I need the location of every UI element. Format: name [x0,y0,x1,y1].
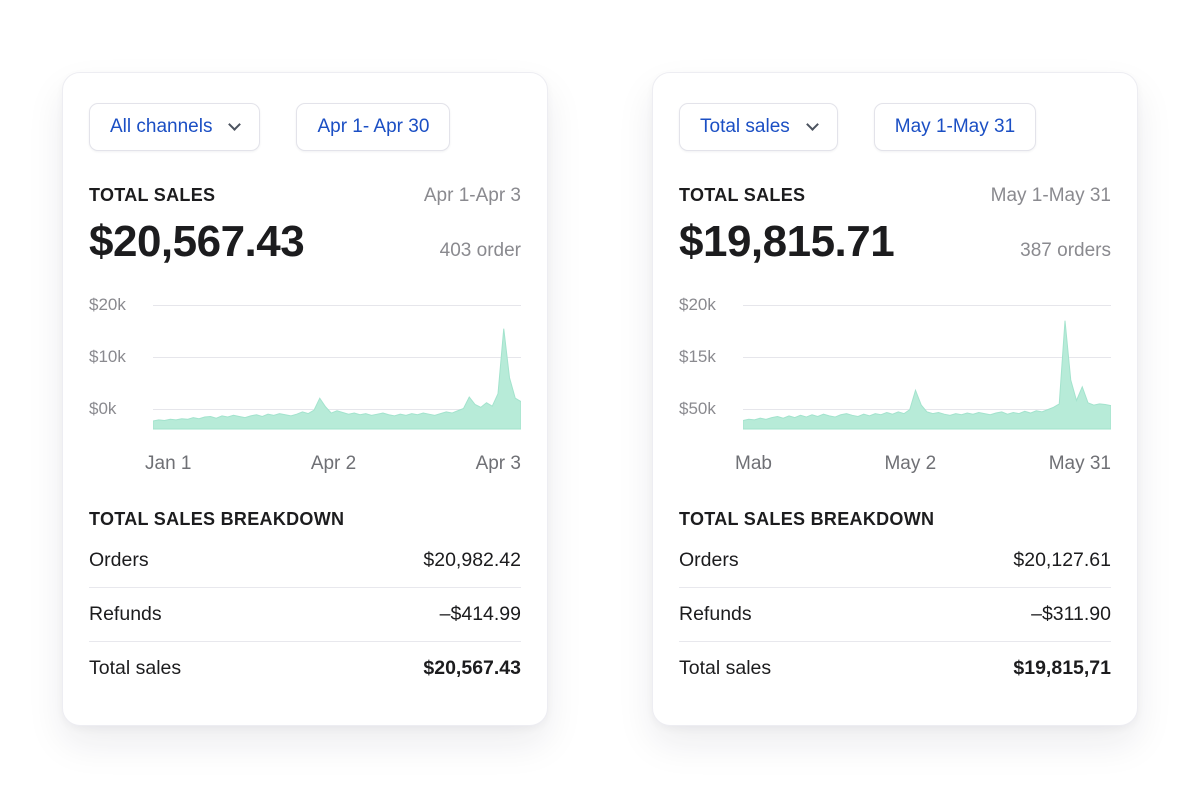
y-axis-tick: $50k [679,399,716,418]
y-axis-tick: $0k [89,399,117,418]
summary-header-row: TOTAL SALES Apr 1-Apr 3 [89,185,521,207]
total-sales-amount: $19,815.71 [679,217,895,266]
gridline-row: $15k [679,347,1111,367]
row-label: Orders [679,549,739,571]
gridline-row: $20k [89,295,521,315]
chevron-down-icon [805,117,819,131]
y-axis-tick: $20k [89,295,126,314]
date-range-label: Apr 1- Apr 30 [317,116,430,137]
row-label: Total sales [89,657,182,679]
gridline [153,304,521,306]
gridline-row: $10k [89,347,521,367]
breakdown-row-orders: Orders $20,982.42 [89,534,521,588]
y-axis-tick: $10k [89,347,126,366]
card-controls: Total sales May 1-May 31 [679,103,1111,151]
gridline [743,356,1111,358]
orders-count: 403 order [439,240,521,261]
orders-count: 387 orders [1020,240,1111,261]
breakdown-row-refunds: Refunds –$311.90 [679,588,1111,642]
metric-filter-label: Total sales [700,116,790,137]
y-axis-tick: $20k [679,295,716,314]
metric-filter-dropdown[interactable]: Total sales [679,103,838,151]
date-range-button[interactable]: May 1-May 31 [873,103,1037,151]
gridline-row: $50k [679,399,1111,419]
row-value: $20,982.42 [423,549,521,571]
sales-breakdown: TOTAL SALES BREAKDOWN Orders $20,982.42 … [89,509,521,695]
sales-card-may: Total sales May 1-May 31 TOTAL SALES May… [652,72,1138,726]
gridline [153,356,521,358]
row-label: Total sales [679,657,772,679]
card-controls: All channels Apr 1- Apr 30 [89,103,521,151]
gridline [743,408,1111,410]
breakdown-title: TOTAL SALES BREAKDOWN [89,509,345,529]
chevron-down-icon [228,117,242,131]
period-label: May 1-May 31 [990,185,1111,206]
x-axis-tick: Apr 3 [475,453,521,474]
x-axis-tick: Jan 1 [145,453,192,474]
x-axis-tick: Mab [735,453,772,474]
x-axis-labels: Jan 1 Apr 2 Apr 3 [145,453,521,475]
row-value: –$311.90 [1031,603,1111,625]
x-axis-labels: Mab May 2 May 31 [735,453,1111,475]
gridline-row: $0k [89,399,521,419]
sales-area-chart: $20k $15k $50k [679,295,1111,445]
x-axis-tick: May 31 [1048,453,1111,474]
row-label: Refunds [679,603,752,625]
row-value: $20,127.61 [1013,549,1111,571]
channel-filter-dropdown[interactable]: All channels [89,103,261,151]
row-label: Refunds [89,603,162,625]
period-label: Apr 1-Apr 3 [423,185,521,206]
breakdown-row-total: Total sales $20,567.43 [89,642,521,695]
row-value: –$414.99 [439,603,521,625]
total-sales-title: TOTAL SALES [679,185,806,205]
sales-breakdown: TOTAL SALES BREAKDOWN Orders $20,127.61 … [679,509,1111,695]
x-axis-tick: Apr 2 [310,453,357,474]
gridline-row: $20k [679,295,1111,315]
total-sales-title: TOTAL SALES [89,185,216,205]
row-value: $20,567.43 [423,657,521,679]
summary-amount-row: $19,815.71 387 orders [679,217,1111,267]
breakdown-row-orders: Orders $20,127.61 [679,534,1111,588]
gridline [743,304,1111,306]
sales-area-chart: $20k $10k $0k [89,295,521,445]
summary-header-row: TOTAL SALES May 1-May 31 [679,185,1111,207]
x-axis-tick: May 2 [884,453,937,474]
total-sales-amount: $20,567.43 [89,217,305,266]
sales-card-april: All channels Apr 1- Apr 30 TOTAL SALES A… [62,72,548,726]
gridline [153,408,521,410]
area-chart-svg [743,295,1111,435]
channel-filter-label: All channels [110,116,213,137]
breakdown-title: TOTAL SALES BREAKDOWN [679,509,935,529]
y-axis-tick: $15k [679,347,716,366]
row-label: Orders [89,549,149,571]
row-value: $19,815,71 [1013,657,1111,679]
date-range-label: May 1-May 31 [894,116,1016,137]
summary-amount-row: $20,567.43 403 order [89,217,521,267]
dashboard: All channels Apr 1- Apr 30 TOTAL SALES A… [62,72,1138,726]
breakdown-row-refunds: Refunds –$414.99 [89,588,521,642]
area-chart-svg [153,295,521,435]
date-range-button[interactable]: Apr 1- Apr 30 [296,103,451,151]
breakdown-row-total: Total sales $19,815,71 [679,642,1111,695]
